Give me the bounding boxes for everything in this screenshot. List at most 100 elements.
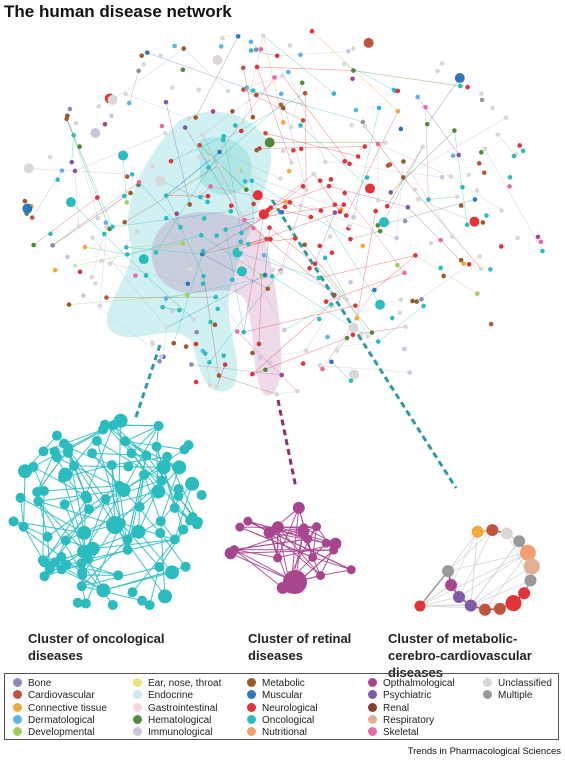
legend-swatch [247, 678, 256, 687]
edge [415, 255, 478, 294]
disease-node [194, 329, 199, 335]
disease-node [122, 219, 127, 225]
disease-node [192, 516, 203, 527]
disease-node [309, 28, 315, 34]
disease-node [419, 296, 424, 302]
disease-node [350, 76, 355, 82]
disease-node [298, 146, 304, 152]
edge [470, 531, 478, 606]
disease-node [415, 196, 421, 202]
edge [203, 276, 220, 376]
disease-node [346, 49, 351, 54]
edge [128, 70, 139, 104]
legend-swatch [247, 714, 256, 724]
disease-node [201, 216, 207, 221]
edge [454, 130, 468, 225]
edge [218, 375, 277, 395]
disease-node [186, 116, 192, 121]
disease-node [134, 228, 140, 234]
disease-node [376, 105, 382, 111]
disease-node [364, 183, 375, 194]
disease-node [499, 208, 504, 213]
disease-node [488, 321, 494, 327]
edge [118, 420, 122, 486]
disease-node [81, 293, 86, 298]
disease-node [520, 148, 526, 154]
disease-node [100, 494, 111, 505]
edge [122, 155, 128, 203]
cluster-label: Cluster of oncological diseases [28, 631, 165, 663]
disease-node [8, 516, 19, 527]
disease-node [198, 194, 203, 200]
disease-node [151, 441, 162, 452]
callout-line [133, 344, 162, 421]
disease-node [200, 248, 206, 254]
edge [396, 161, 404, 239]
disease-node [270, 267, 275, 273]
edge [419, 596, 460, 607]
edge [123, 449, 185, 491]
disease-node [96, 103, 101, 109]
disease-node [428, 240, 434, 246]
legend-label: Endocrine [148, 690, 194, 702]
edge [428, 196, 458, 200]
disease-node [150, 164, 156, 169]
disease-node [317, 243, 323, 249]
source: Trends in Pharmacological Sciences [407, 746, 561, 757]
disease-node [138, 469, 149, 480]
disease-node [280, 148, 286, 154]
edge [450, 584, 486, 611]
disease-node [395, 262, 400, 268]
disease-node [299, 80, 305, 86]
edge [276, 390, 298, 395]
edge [378, 305, 424, 342]
disease-node [308, 214, 314, 220]
edge [263, 254, 348, 300]
disease-node [39, 571, 50, 582]
edge [138, 531, 173, 573]
edge [470, 566, 533, 606]
edge [284, 304, 332, 331]
disease-node [515, 235, 520, 241]
edge [240, 248, 285, 331]
disease-node [278, 270, 284, 275]
disease-node [39, 557, 50, 568]
disease-node [303, 534, 313, 544]
disease-node [48, 231, 53, 237]
disease-node [325, 334, 330, 340]
edge [64, 504, 85, 552]
disease-node [274, 53, 280, 59]
disease-node [401, 159, 406, 164]
disease-node [38, 446, 49, 457]
edge [484, 148, 543, 252]
edge [42, 498, 106, 561]
disease-node [412, 187, 418, 192]
disease-node [253, 47, 259, 52]
disease-node [208, 319, 213, 325]
disease-node [223, 227, 228, 232]
edge [374, 255, 416, 291]
disease-node [282, 204, 288, 210]
legend-label: Respiratory [383, 714, 435, 726]
edge [147, 52, 254, 91]
disease-node [77, 525, 92, 540]
disease-node [344, 335, 350, 341]
disease-node [276, 581, 289, 594]
disease-node [193, 115, 198, 120]
disease-node [482, 146, 488, 152]
disease-node [201, 273, 206, 279]
legend-item: Muscular [247, 690, 303, 702]
disease-node [329, 545, 339, 555]
disease-node [336, 296, 341, 301]
disease-node [303, 348, 309, 353]
edge [81, 563, 114, 606]
disease-node [316, 570, 326, 580]
disease-node [126, 100, 132, 106]
legend-item: Hematological [133, 714, 211, 727]
oncological-halo [106, 111, 272, 392]
legend-swatch [368, 714, 377, 724]
disease-node [322, 255, 328, 261]
disease-node [346, 565, 356, 575]
disease-node [323, 299, 329, 304]
disease-node [426, 197, 431, 202]
